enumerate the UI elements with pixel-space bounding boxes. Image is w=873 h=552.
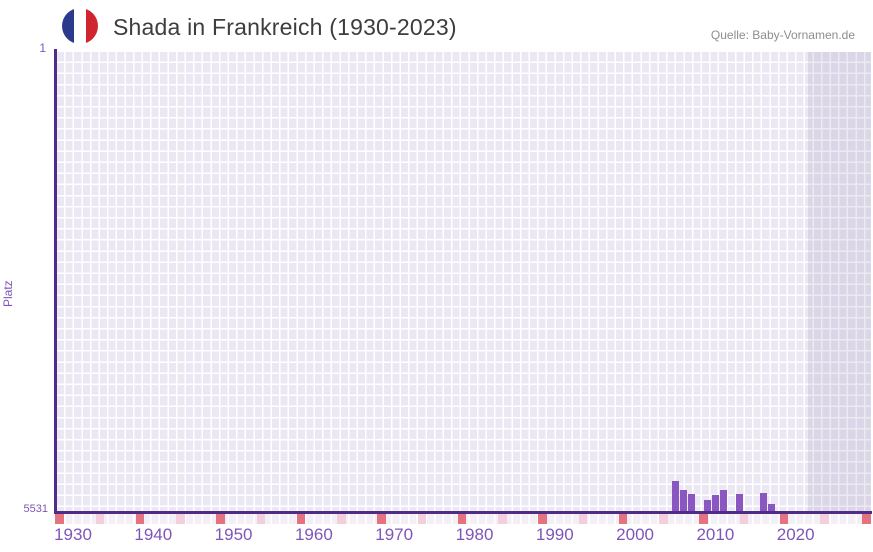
flag-stripe-red xyxy=(86,8,98,44)
not-ranked-marker-dark-8 xyxy=(699,513,708,524)
x-tick-1990: 1990 xyxy=(535,525,574,544)
x-tick-2010: 2010 xyxy=(696,525,735,544)
x-tick-1980: 1980 xyxy=(455,525,494,544)
x-tick-1940: 1940 xyxy=(134,525,173,544)
source-credit: Quelle: Baby-Vornamen.de xyxy=(710,28,855,42)
bar-2006 xyxy=(679,490,687,511)
y-axis-line xyxy=(54,49,57,513)
not-ranked-marker-light-4 xyxy=(417,513,427,524)
not-ranked-marker-dark-10 xyxy=(862,513,871,524)
bar-2010 xyxy=(711,494,719,511)
plot-area xyxy=(57,52,871,511)
page-title: Shada in Frankreich (1930-2023) xyxy=(113,14,457,40)
bar-2013 xyxy=(735,493,743,511)
not-ranked-marker-dark-2 xyxy=(216,513,225,524)
bar-2011 xyxy=(719,490,727,511)
y-axis-title: Platz xyxy=(1,280,15,307)
not-ranked-marker-dark-7 xyxy=(618,513,628,524)
not-ranked-marker-dark-6 xyxy=(538,513,547,524)
not-ranked-marker-light-2 xyxy=(256,513,266,524)
x-tick-1930: 1930 xyxy=(54,525,92,544)
recent-years-band xyxy=(808,52,871,511)
not-ranked-marker-dark-9 xyxy=(779,513,789,524)
not-ranked-marker-dark-1 xyxy=(135,513,145,524)
not-ranked-marker-light-8 xyxy=(739,513,749,524)
flag-stripe-blue xyxy=(62,8,74,44)
x-tick-1960: 1960 xyxy=(294,525,333,544)
not-ranked-marker-dark-3 xyxy=(296,513,306,524)
not-ranked-marker-light-7 xyxy=(659,513,668,524)
bar-2005 xyxy=(671,480,679,511)
bar-2017 xyxy=(768,504,776,511)
not-ranked-marker-dark-5 xyxy=(457,513,467,524)
not-ranked-marker-light-3 xyxy=(337,513,346,524)
y-axis-bottom-label: 5531 xyxy=(23,503,48,515)
not-ranked-marker-dark-4 xyxy=(377,513,386,524)
y-axis-top-label: 1 xyxy=(39,41,46,55)
not-ranked-marker-light-0 xyxy=(95,513,105,524)
x-tick-1970: 1970 xyxy=(375,525,414,544)
bar-2016 xyxy=(760,493,768,511)
x-tick-1950: 1950 xyxy=(214,525,253,544)
x-tick-2020: 2020 xyxy=(776,525,815,544)
not-ranked-marker-light-1 xyxy=(176,513,185,524)
flag-stripe-white xyxy=(74,8,86,44)
not-ranked-marker-dark-0 xyxy=(55,513,64,524)
bar-2007 xyxy=(687,494,695,511)
bar-2009 xyxy=(703,500,711,511)
not-ranked-marker-light-6 xyxy=(578,513,588,524)
x-axis-line xyxy=(54,511,872,514)
x-tick-2000: 2000 xyxy=(616,525,655,544)
not-ranked-marker-light-9 xyxy=(820,513,829,524)
not-ranked-marker-light-5 xyxy=(498,513,507,524)
france-flag-icon xyxy=(62,8,98,44)
